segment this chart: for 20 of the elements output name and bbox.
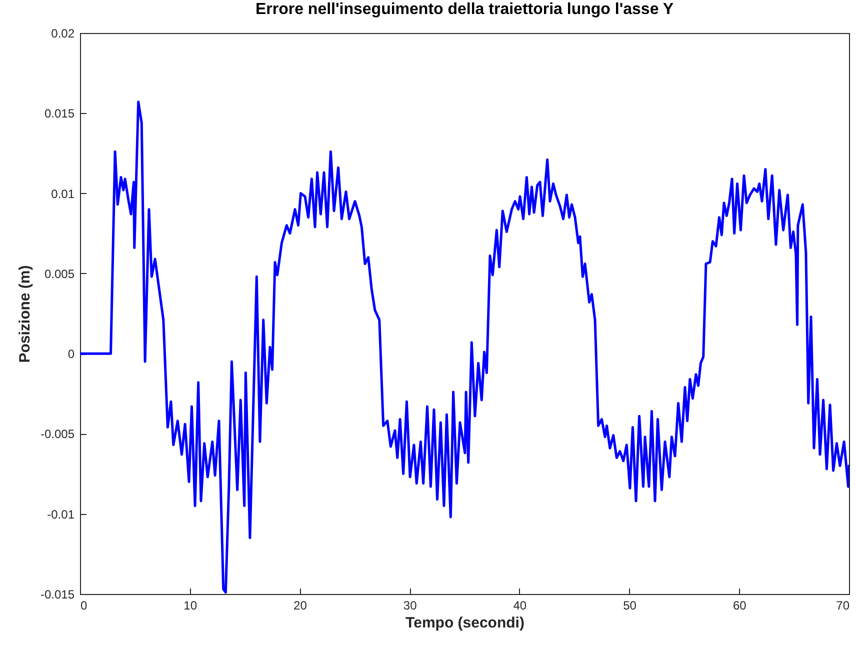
x-tick-label: 40: [513, 598, 527, 612]
y-axis-title: Posizione (m): [16, 265, 34, 363]
x-axis-title: Tempo (secondi): [406, 614, 524, 632]
x-tick-label: 20: [294, 598, 308, 612]
y-tick-label: 0.02: [51, 26, 75, 40]
x-tick-label: 10: [184, 598, 198, 612]
x-tick-label: 0: [80, 598, 88, 612]
chart-title: Errore nell'inseguimento della traiettoria lungo l'asse Y: [255, 1, 674, 18]
x-tick-label: 30: [403, 598, 418, 612]
y-tick-label: -0.005: [40, 427, 75, 442]
line-series: [80, 100, 849, 594]
y-tick-label: 0: [68, 347, 75, 362]
y-tick-label: -0.015: [40, 588, 75, 602]
x-tick-label: 60: [732, 598, 747, 612]
y-tick-label: 0.005: [44, 266, 75, 281]
y-tick-label: 0.015: [44, 106, 75, 121]
y-tick-label: 0.01: [51, 186, 75, 201]
x-tick-label: 50: [623, 598, 637, 612]
x-tick-label: 70: [836, 598, 850, 612]
y-tick-label: -0.01: [47, 507, 75, 522]
